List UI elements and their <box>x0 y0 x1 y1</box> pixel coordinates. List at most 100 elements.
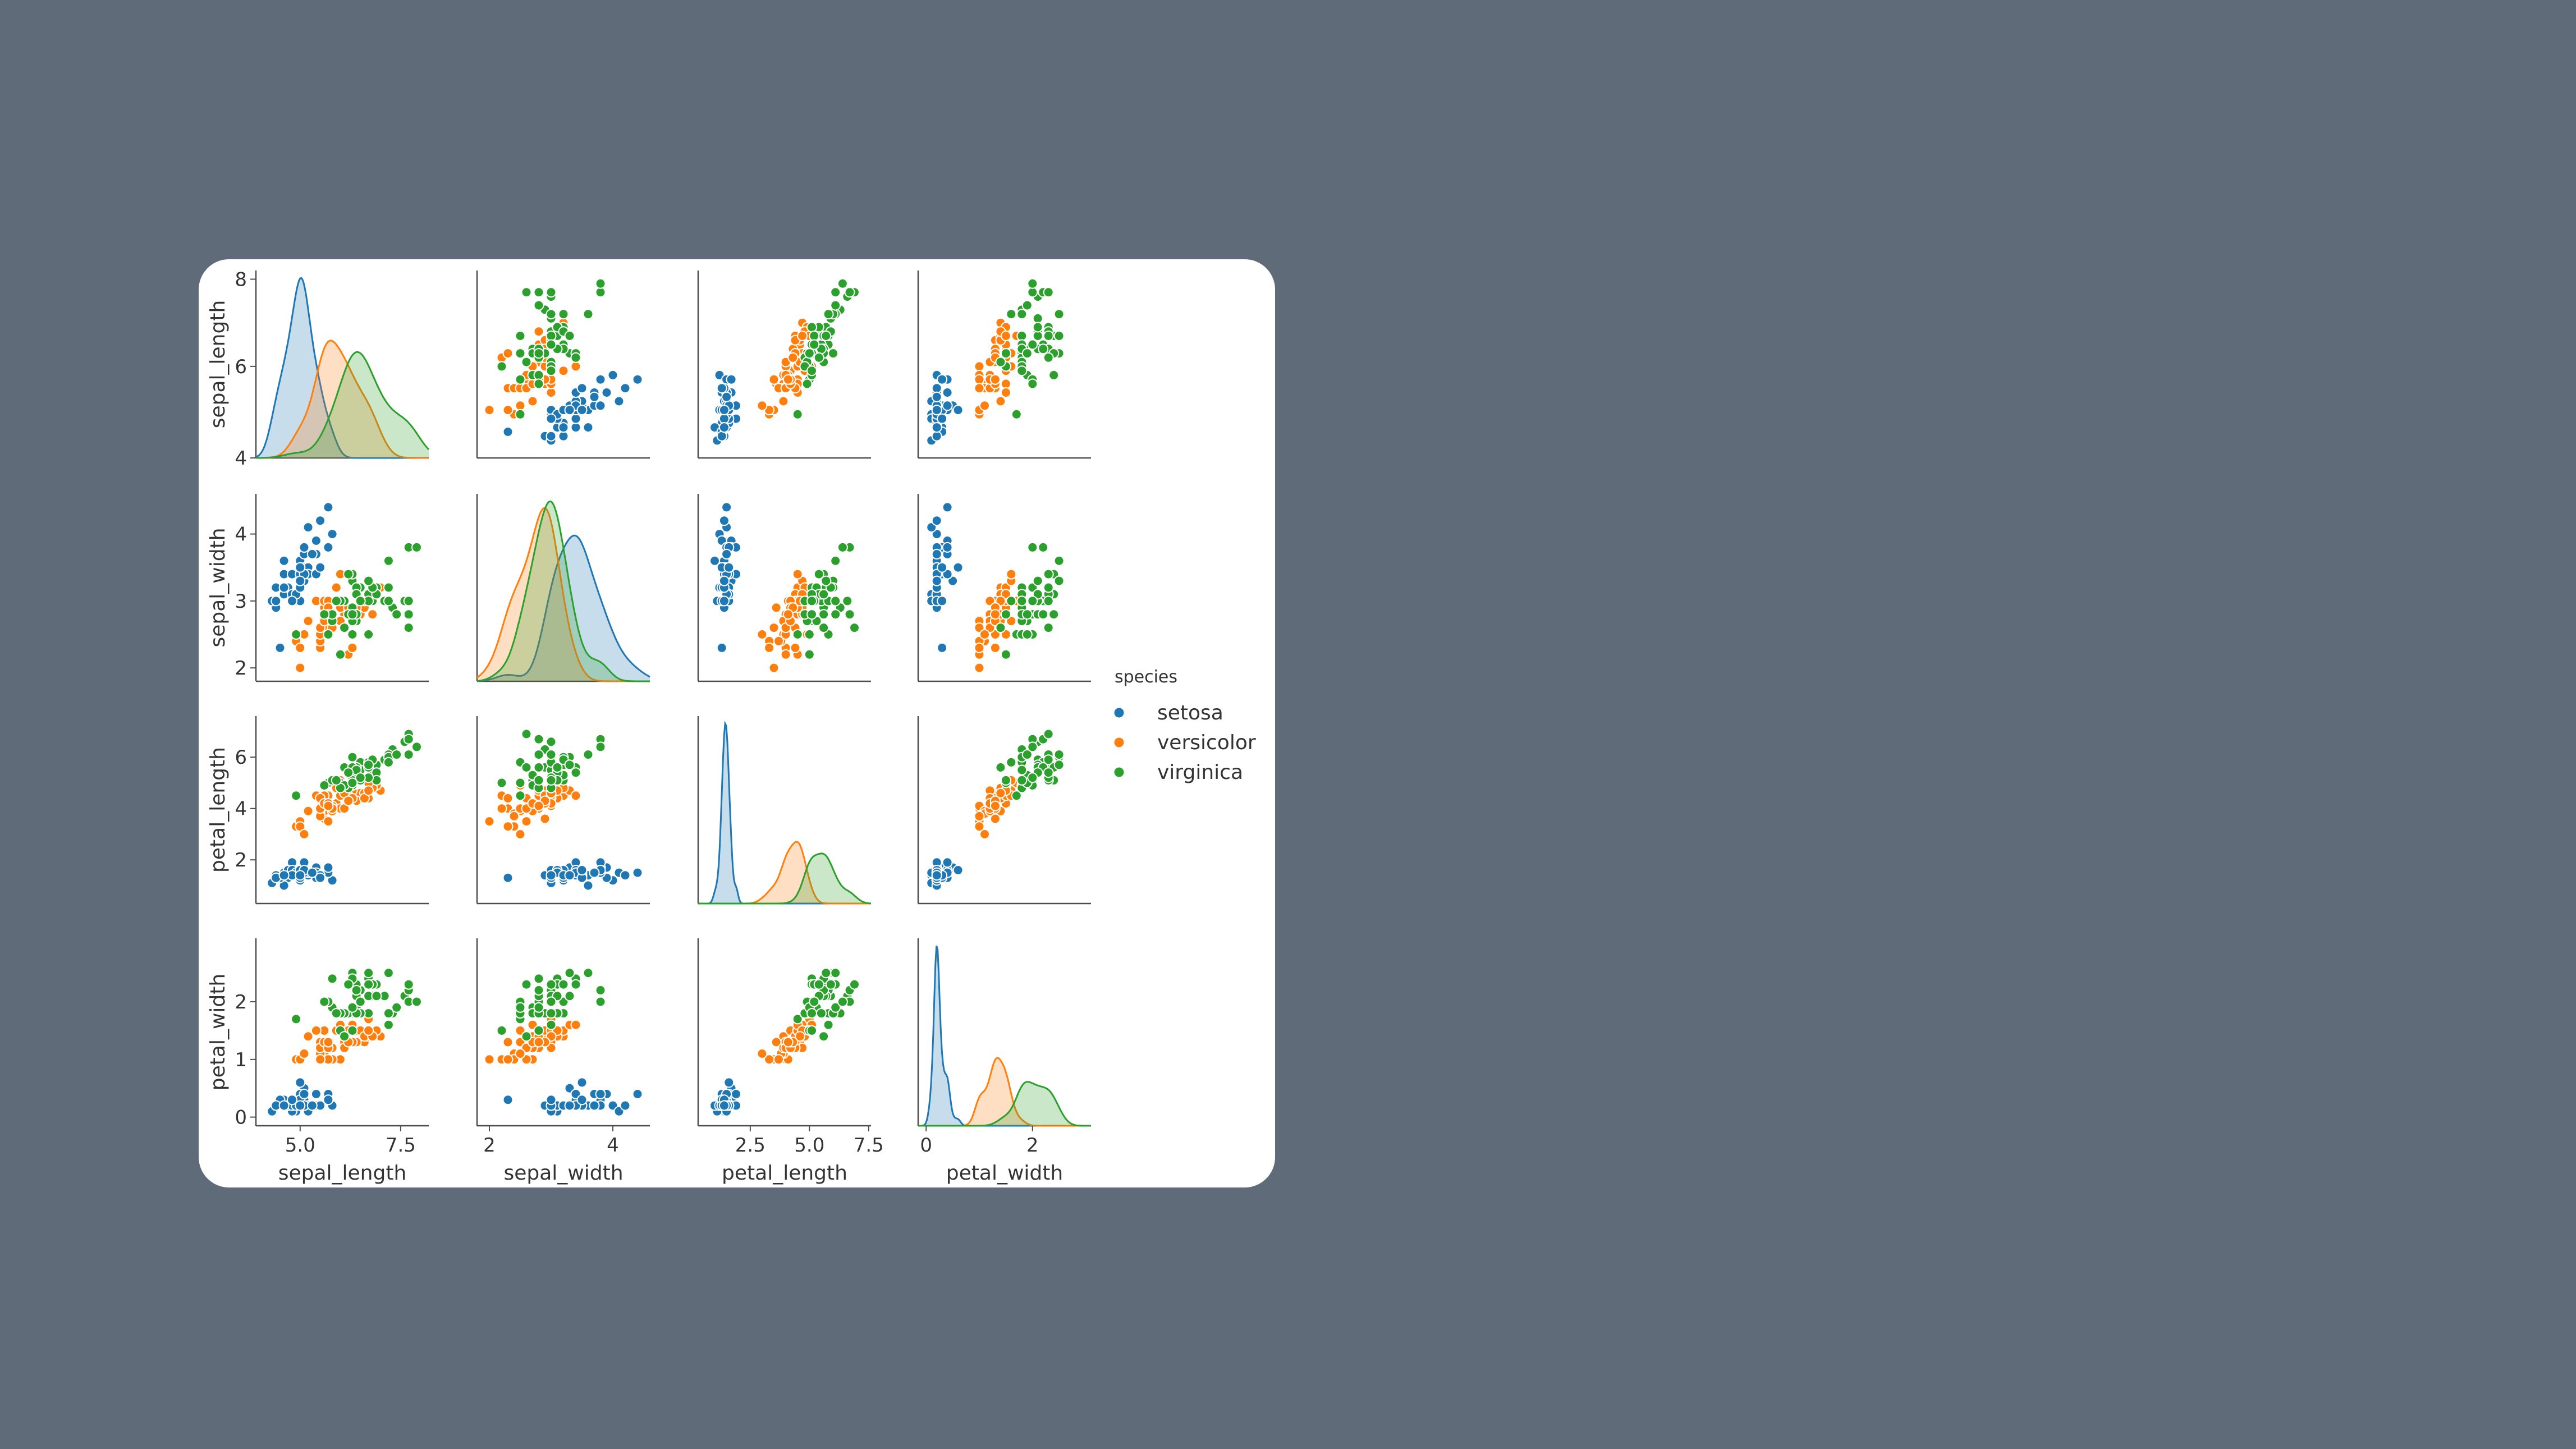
point-versicolor <box>502 348 514 359</box>
point-versicolor <box>979 829 990 840</box>
y-tick-label: 4 <box>235 447 247 470</box>
point-virginica <box>1038 542 1049 553</box>
kde-line-setosa <box>255 277 429 459</box>
point-virginica <box>1043 767 1054 778</box>
point-virginica <box>1053 575 1065 586</box>
panel-sepal_length-vs-sepal_width <box>476 270 650 459</box>
point-setosa <box>295 870 306 881</box>
point-setosa <box>620 1100 631 1111</box>
point-virginica <box>347 751 358 763</box>
y-tick-label: 8 <box>235 269 247 291</box>
point-setosa <box>620 870 631 881</box>
point-versicolor <box>768 374 780 385</box>
point-versicolor <box>989 609 1001 620</box>
kde-line-versicolor <box>256 340 429 459</box>
point-versicolor <box>974 821 985 832</box>
point-versicolor <box>989 800 1001 811</box>
point-setosa <box>583 880 594 891</box>
point-virginica <box>363 575 374 586</box>
point-versicolor <box>484 1054 495 1065</box>
panel-sepal_width-vs-sepal_width <box>476 494 650 682</box>
point-virginica <box>1043 754 1054 765</box>
point-virginica <box>1043 728 1054 740</box>
point-versicolor <box>323 816 334 827</box>
point-versicolor <box>794 1031 805 1042</box>
point-setosa <box>589 1100 600 1111</box>
point-virginica <box>1016 309 1028 320</box>
point-virginica <box>823 1019 834 1030</box>
x-tick-label: 5.0 <box>285 1134 315 1157</box>
point-virginica <box>570 979 581 990</box>
point-virginica <box>1048 609 1060 620</box>
point-virginica <box>347 1002 358 1013</box>
point-virginica <box>533 1002 544 1013</box>
point-versicolor <box>302 616 314 627</box>
point-virginica <box>830 555 841 566</box>
point-setosa <box>323 1094 334 1106</box>
point-setosa <box>323 862 334 873</box>
point-versicolor <box>757 629 768 640</box>
point-versicolor <box>343 795 354 806</box>
point-versicolor <box>974 361 985 372</box>
point-setosa <box>576 405 588 416</box>
point-virginica <box>533 287 544 298</box>
point-virginica <box>821 575 832 586</box>
panel-petal_length-vs-petal_length <box>697 716 872 905</box>
y-axis-label: sepal_width <box>207 528 230 647</box>
point-versicolor <box>787 352 799 363</box>
point-setosa <box>546 430 557 442</box>
point-virginica <box>1016 331 1028 341</box>
point-virginica <box>521 356 532 368</box>
point-virginica <box>830 300 841 311</box>
point-virginica <box>806 365 817 377</box>
point-virginica <box>849 979 860 990</box>
point-virginica <box>363 759 374 771</box>
panel-petal_length-vs-sepal_width <box>476 716 650 905</box>
point-versicolor <box>989 813 1001 824</box>
point-setosa <box>718 422 730 433</box>
point-setosa <box>306 548 318 560</box>
point-virginica <box>515 1002 526 1013</box>
point-versicolor <box>521 816 532 827</box>
point-virginica <box>383 582 394 593</box>
point-virginica <box>1011 409 1022 420</box>
point-versicolor <box>570 790 581 801</box>
x-tick-label: 7.5 <box>854 1134 884 1157</box>
point-virginica <box>546 339 557 350</box>
x-tick-label: 0 <box>920 1134 932 1157</box>
point-versicolor <box>347 642 358 653</box>
point-virginica <box>830 595 841 607</box>
point-versicolor <box>974 642 985 653</box>
point-setosa <box>546 1094 557 1106</box>
x-tick-label: 7.5 <box>386 1134 416 1157</box>
point-virginica <box>804 348 815 359</box>
point-versicolor <box>539 813 551 824</box>
y-tick-label: 2 <box>235 991 247 1014</box>
point-virginica <box>391 749 402 760</box>
point-setosa <box>601 387 612 398</box>
point-setosa <box>718 515 730 526</box>
point-setosa <box>931 575 942 586</box>
point-setosa <box>278 582 290 593</box>
point-versicolor <box>515 1048 526 1059</box>
point-virginica <box>371 991 382 1002</box>
point-versicolor <box>768 662 780 673</box>
point-virginica <box>533 378 544 389</box>
point-setosa <box>942 542 953 553</box>
point-versicolor <box>502 405 514 416</box>
kde-fill-versicolor <box>477 508 650 681</box>
point-setosa <box>942 400 953 411</box>
point-setosa <box>278 555 290 566</box>
point-virginica <box>828 348 838 359</box>
panel-sepal_length-vs-petal_width <box>917 270 1091 459</box>
point-virginica <box>546 736 557 748</box>
point-virginica <box>813 352 824 363</box>
legend-label-virginica: virginica <box>1157 761 1243 784</box>
point-virginica <box>383 595 394 607</box>
x-tick-label: 4 <box>607 1134 619 1157</box>
point-setosa <box>310 535 322 546</box>
point-setosa <box>931 391 942 402</box>
point-setosa <box>632 374 643 385</box>
